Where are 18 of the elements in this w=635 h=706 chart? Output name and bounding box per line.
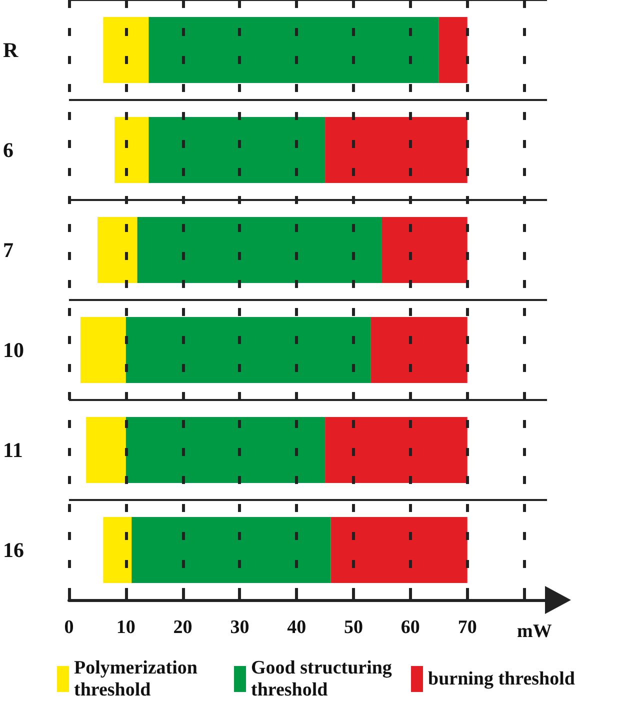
legend-label: burning threshold — [428, 668, 576, 690]
x-tick-label: 30 — [230, 617, 250, 638]
x-tick-label: 70 — [458, 617, 477, 638]
y-tick-label: 16 — [3, 538, 24, 562]
x-tick-label: 40 — [287, 617, 306, 638]
x-tick-label: 60 — [400, 617, 420, 638]
x-tick-label: 0 — [64, 617, 74, 638]
x-axis-title: mW — [517, 621, 552, 642]
x-tick-label: 50 — [344, 617, 364, 638]
y-tick-label: 11 — [3, 438, 23, 462]
y-tick-label: R — [3, 38, 19, 62]
legend-label: Good structuring threshold — [251, 658, 397, 700]
x-tick-label: 20 — [173, 617, 192, 638]
y-tick-label: 10 — [3, 338, 24, 362]
legend-label: Polymerization threshold — [74, 658, 202, 700]
y-tick-label: 7 — [3, 238, 14, 262]
x-tick-label: 10 — [116, 617, 136, 638]
y-tick-label: 6 — [3, 138, 14, 162]
